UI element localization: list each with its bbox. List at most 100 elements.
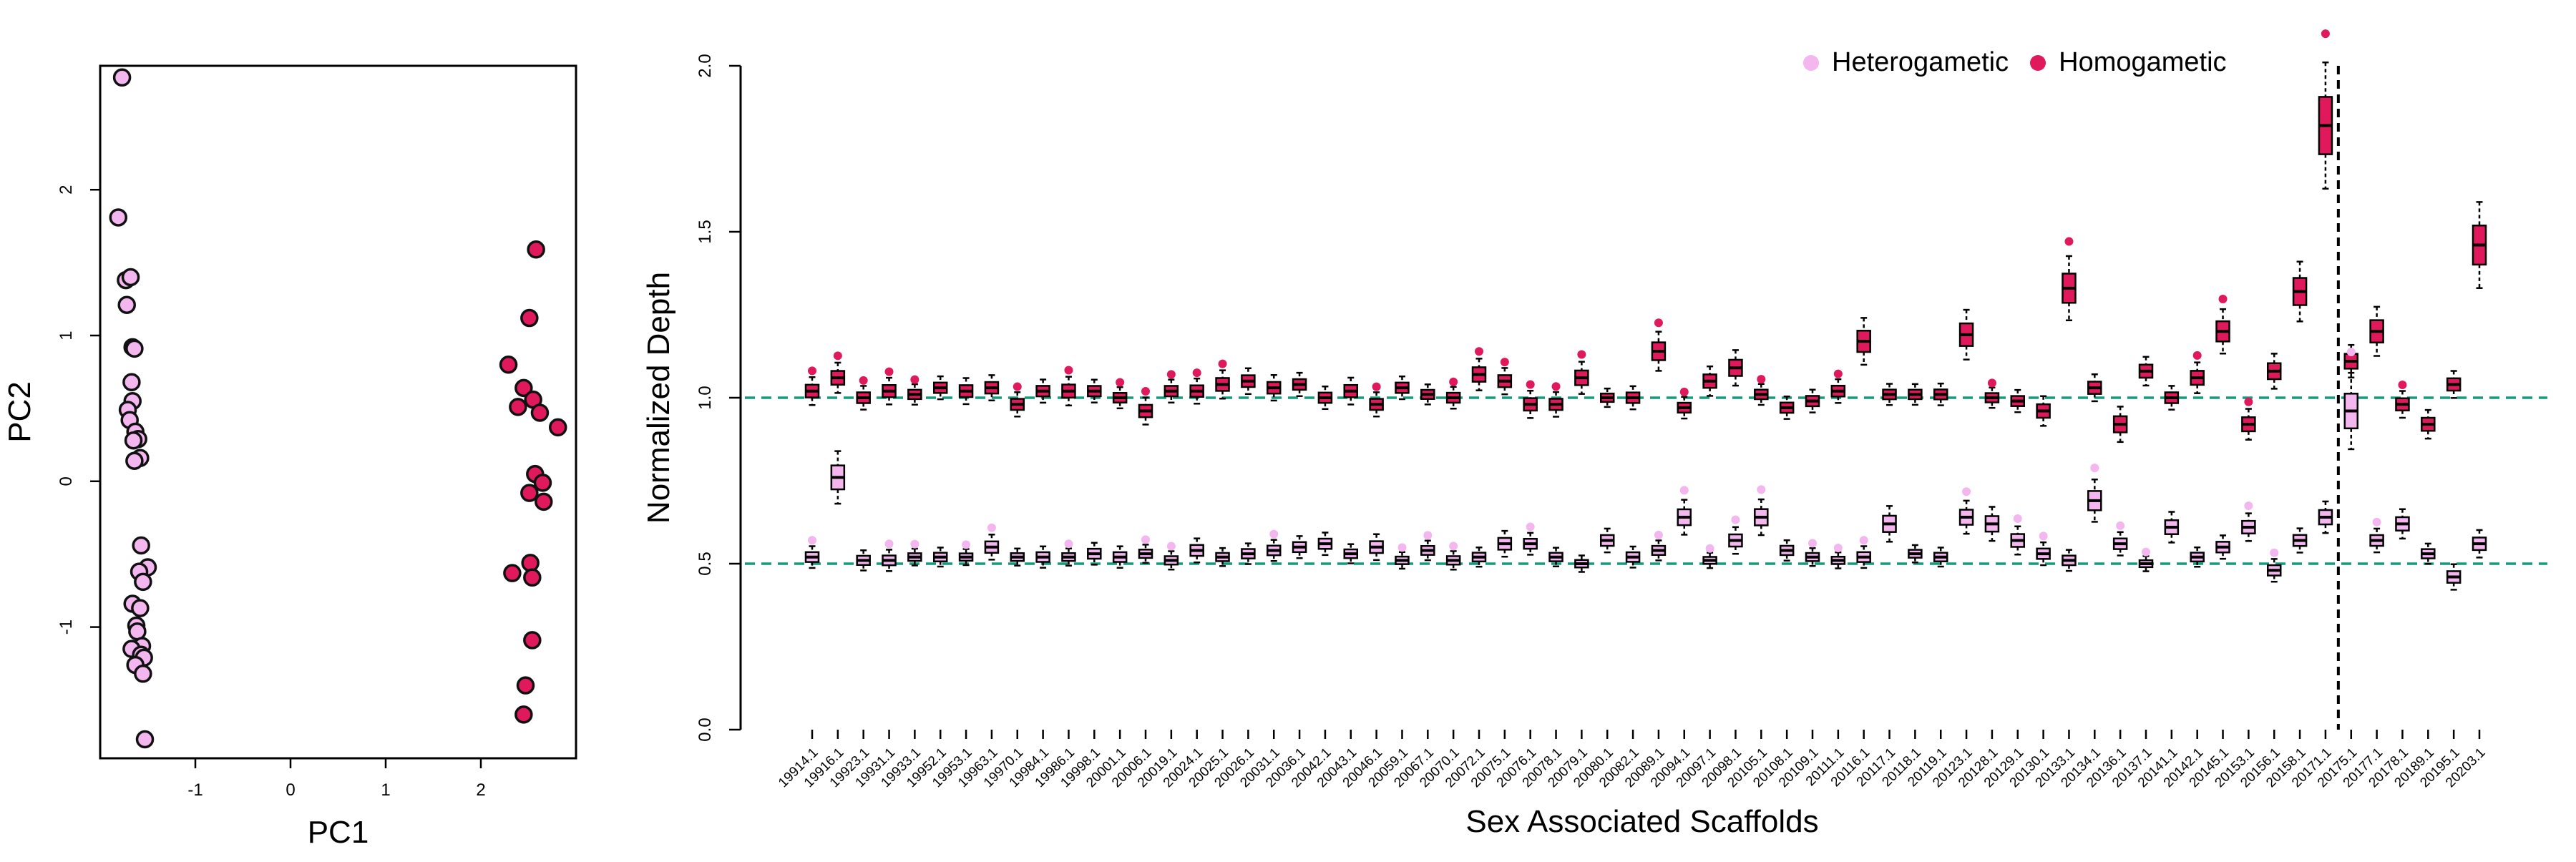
depth-y-tick-label: 1.5 <box>696 220 715 243</box>
homogametic-outlier <box>1166 370 1176 379</box>
pca-x-axis-label: PC1 <box>308 815 369 850</box>
pca-y-tick-label: 0 <box>57 476 76 486</box>
heterogametic-outlier <box>1859 536 1868 545</box>
heterogametic-point <box>135 730 155 749</box>
legend: Heterogametic Homogametic <box>1803 47 2248 78</box>
homogametic-outlier <box>1475 347 1483 356</box>
homogametic-outlier <box>2064 237 2074 246</box>
legend-entry-heterogametic: Heterogametic <box>1803 47 2009 78</box>
heterogametic-point <box>117 295 136 314</box>
depth-y-tick-label: 1.0 <box>696 386 715 409</box>
homogametic-outlier <box>1987 378 1996 388</box>
heterogametic-outlier <box>2039 532 2048 541</box>
pca-x-tick-label: 1 <box>381 780 390 800</box>
homogametic-outlier <box>1192 368 1201 378</box>
heterogametic-outlier <box>1833 544 1843 553</box>
heterogametic-point <box>122 373 141 391</box>
homogametic-outlier <box>2398 381 2407 390</box>
heterogametic-point <box>134 572 152 592</box>
heterogametic-point <box>131 599 150 617</box>
heterogametic-outlier <box>1397 543 1407 552</box>
heterogametic-point <box>125 451 144 471</box>
heterogametic-outlier <box>2116 521 2125 530</box>
pca-y-tick-label: 1 <box>57 330 76 340</box>
heterogametic-point <box>134 665 152 683</box>
heterogametic-outlier <box>1654 530 1663 539</box>
homogametic-outlier <box>1141 387 1150 396</box>
homogametic-point <box>499 356 518 374</box>
homogametic-outlier <box>1500 358 1509 367</box>
homogametic-outlier <box>2321 29 2330 39</box>
homogametic-outlier <box>1526 380 1535 389</box>
homogametic-point <box>523 568 542 587</box>
heterogametic-outlier <box>2346 348 2356 357</box>
heterogametic-outlier <box>1526 522 1535 532</box>
homogametic-point <box>514 378 533 398</box>
homogametic-outlier <box>910 375 919 384</box>
legend-entry-homogametic: Homogametic <box>2030 47 2227 78</box>
heterogametic-outlier <box>1269 529 1279 539</box>
depth-y-tick-label: 0.0 <box>696 717 715 741</box>
homogametic-outlier <box>2218 295 2228 304</box>
pca-y-tick-label: 2 <box>57 185 76 195</box>
homogametic-outlier <box>833 351 842 361</box>
depth-y-axis-label: Normalized Depth <box>641 272 676 524</box>
homogametic-point <box>521 554 540 572</box>
heterogametic-outlier <box>1731 515 1740 524</box>
heterogametic-outlier <box>910 539 919 549</box>
heterogametic-outlier <box>2013 514 2022 524</box>
homogametic-point <box>533 474 552 492</box>
heterogametic-outlier <box>1808 539 1817 548</box>
homogametic-outlier <box>2192 351 2202 360</box>
depth-y-tick-label: 0.5 <box>696 552 715 575</box>
homogametic-outlier <box>1449 377 1458 386</box>
heterogametic-outlier <box>1757 485 1766 494</box>
heterogametic-point <box>125 339 144 358</box>
homogametic-outlier <box>1654 318 1663 328</box>
homogametic-point <box>535 492 553 511</box>
heterogametic-outlier <box>2372 517 2381 526</box>
homogametic-outlier <box>1372 382 1381 391</box>
heterogametic-outlier <box>1449 542 1458 551</box>
heterogametic-outlier <box>987 523 996 532</box>
homogametic-point <box>520 484 539 502</box>
heterogametic-outlier <box>808 536 816 545</box>
pca-x-tick-label: 2 <box>476 780 485 800</box>
heterogametic-outlier <box>2142 547 2150 557</box>
homogametic-point <box>527 240 545 259</box>
heterogametic-outlier <box>1679 486 1689 495</box>
homogametic-outlier <box>2244 397 2253 406</box>
homogametic-point <box>516 676 535 695</box>
heterogametic-point <box>124 431 143 450</box>
depth-x-axis-label: Sex Associated Scaffolds <box>1465 804 1818 839</box>
legend-label-homogametic: Homogametic <box>2059 47 2227 77</box>
homogametic-point <box>514 705 533 724</box>
homogametic-outlier <box>1551 382 1561 391</box>
homogametic-outlier <box>859 376 868 385</box>
homogametic-legend-marker <box>2030 54 2046 71</box>
heterogametic-point <box>121 268 140 287</box>
homogametic-outlier <box>1013 382 1022 391</box>
heterogametic-point <box>109 208 128 227</box>
heterogametic-outlier <box>1423 531 1433 540</box>
depth-y-tick-label: 2.0 <box>696 54 715 77</box>
heterogametic-outlier <box>1141 535 1150 544</box>
homogametic-outlier <box>808 366 816 376</box>
heterogametic-outlier <box>2090 464 2099 473</box>
pca-y-axis-label: PC2 <box>2 381 37 443</box>
heterogametic-legend-marker <box>1803 54 1819 71</box>
heterogametic-outlier <box>962 540 971 549</box>
heterogametic-outlier <box>1064 539 1073 549</box>
homogametic-outlier <box>1833 369 1843 378</box>
heterogametic-outlier <box>2270 548 2279 557</box>
legend-label-heterogametic: Heterogametic <box>1832 47 2009 77</box>
pca-plot-frame <box>99 64 577 760</box>
heterogametic-outlier <box>1705 544 1714 553</box>
heterogametic-outlier <box>1166 542 1176 551</box>
heterogametic-point <box>132 536 150 555</box>
homogametic-outlier <box>1218 359 1227 368</box>
homogametic-point <box>523 631 542 650</box>
homogametic-point <box>509 398 527 416</box>
